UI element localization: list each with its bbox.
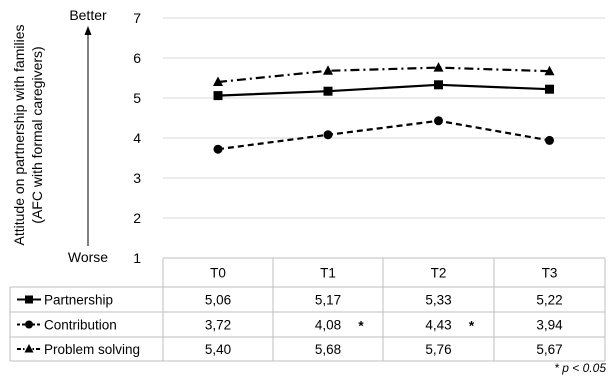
series-line-contribution bbox=[217, 119, 550, 151]
point-partnership bbox=[545, 84, 554, 94]
legend-label-partnership: Partnership bbox=[44, 293, 113, 308]
point-partnership bbox=[213, 91, 223, 101]
better-label: Better bbox=[69, 7, 107, 23]
table-cell-value: 4,08 bbox=[315, 318, 341, 333]
y-tick-label: 3 bbox=[133, 170, 141, 186]
table-cell-value: 5,68 bbox=[315, 342, 341, 357]
legend-label-contribution: Contribution bbox=[44, 318, 117, 333]
legend-marker-problem-solving bbox=[24, 344, 34, 353]
data-table: T0 T1 T2 T3 Partnership 5,06 5,17 5,33 5,22 Contr… bbox=[9, 257, 606, 362]
y-tick-label: 4 bbox=[133, 130, 141, 146]
significance-marker: * bbox=[469, 319, 475, 334]
y-axis-label: Attitude on partnership with families (A… bbox=[11, 25, 45, 246]
point-problem-solving bbox=[213, 76, 223, 86]
y-tick-label: 7 bbox=[133, 10, 141, 26]
point-problem-solving bbox=[544, 65, 555, 76]
series-line-partnership bbox=[217, 83, 550, 97]
footnote: * p < 0.05 bbox=[554, 361, 606, 375]
point-contribution bbox=[213, 144, 223, 154]
legend-marker-contribution bbox=[25, 320, 33, 329]
table-cell-value: 5,22 bbox=[536, 293, 562, 308]
y-tick-label: 2 bbox=[133, 210, 141, 226]
worse-label: Worse bbox=[68, 249, 108, 265]
point-partnership bbox=[323, 86, 333, 96]
category-label: T2 bbox=[431, 266, 447, 281]
y-direction-arrow bbox=[84, 26, 92, 246]
point-contribution bbox=[323, 130, 333, 140]
point-partnership bbox=[434, 80, 443, 90]
legend-label-problem-solving: Problem solving bbox=[44, 342, 140, 357]
table-cell-value: 3,94 bbox=[536, 318, 563, 333]
category-label: T1 bbox=[320, 266, 336, 281]
table-cell-value: 5,76 bbox=[425, 342, 451, 357]
y-axis-label-line1: Attitude on partnership with families bbox=[11, 25, 27, 246]
category-label: T3 bbox=[542, 266, 558, 281]
table-cell-value: 3,72 bbox=[205, 318, 231, 333]
table-cell-value: 5,67 bbox=[536, 342, 562, 357]
table-cell-value: 5,40 bbox=[205, 342, 231, 357]
y-tick-label: 6 bbox=[133, 50, 141, 66]
significance-marker: * bbox=[358, 319, 364, 334]
y-axis-label-line2: (AFC with formal caregivers) bbox=[29, 46, 45, 223]
y-tick-labels: 1 2 3 4 5 6 7 bbox=[133, 10, 141, 266]
point-contribution bbox=[545, 135, 554, 145]
table-cell-value: 5,17 bbox=[315, 293, 341, 308]
table-cell-value: 5,33 bbox=[425, 293, 451, 308]
data-series bbox=[213, 62, 555, 154]
table-cell-value: 5,06 bbox=[205, 293, 231, 308]
arrow-head bbox=[84, 26, 92, 35]
grid-lines bbox=[163, 17, 605, 219]
point-contribution bbox=[434, 116, 443, 126]
category-label: T0 bbox=[210, 266, 226, 281]
y-tick-label: 5 bbox=[133, 90, 141, 106]
table-cell-value: 4,43 bbox=[425, 318, 451, 333]
y-tick-label: 1 bbox=[133, 250, 141, 266]
series-line-problem-solving bbox=[217, 66, 550, 84]
point-problem-solving bbox=[433, 62, 444, 72]
point-problem-solving bbox=[323, 65, 333, 75]
legend-marker-partnership bbox=[25, 295, 33, 304]
